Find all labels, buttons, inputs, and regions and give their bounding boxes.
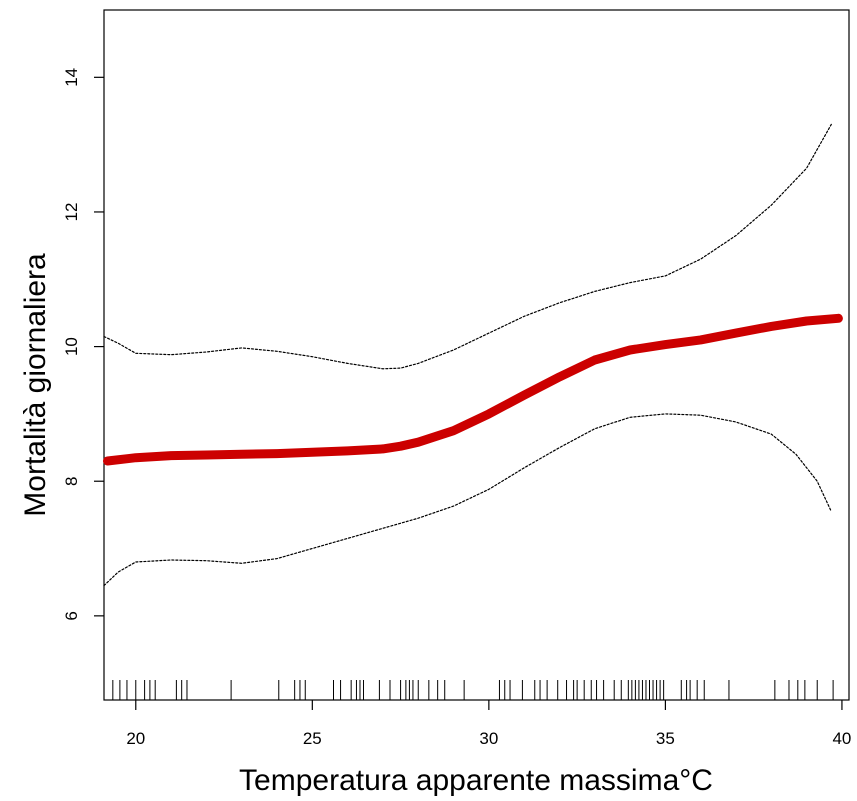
y-axis: 6 8 10 12 14 <box>62 68 104 621</box>
fit-line <box>103 313 843 466</box>
y-tick-label: 6 <box>62 611 81 620</box>
x-tick-label: 25 <box>303 729 322 748</box>
x-axis-title: Temperatura apparente massima°C <box>239 764 713 797</box>
x-tick-label: 35 <box>656 729 675 748</box>
y-axis-title: Mortalità giornaliera <box>19 253 52 517</box>
plot-frame <box>103 9 850 701</box>
lower-ci-line <box>103 413 832 587</box>
y-tick-label: 14 <box>62 68 81 87</box>
x-tick-label: 20 <box>126 729 145 748</box>
y-tick-label: 10 <box>62 337 81 356</box>
y-tick-label: 12 <box>62 202 81 221</box>
x-axis: 20 25 30 35 40 <box>126 700 851 748</box>
x-tick-label: 40 <box>832 729 851 748</box>
x-tick-label: 30 <box>479 729 498 748</box>
series-lines <box>103 123 843 587</box>
upper-ci-line <box>103 123 832 370</box>
rug-marks <box>112 680 834 700</box>
y-tick-label: 8 <box>62 476 81 485</box>
